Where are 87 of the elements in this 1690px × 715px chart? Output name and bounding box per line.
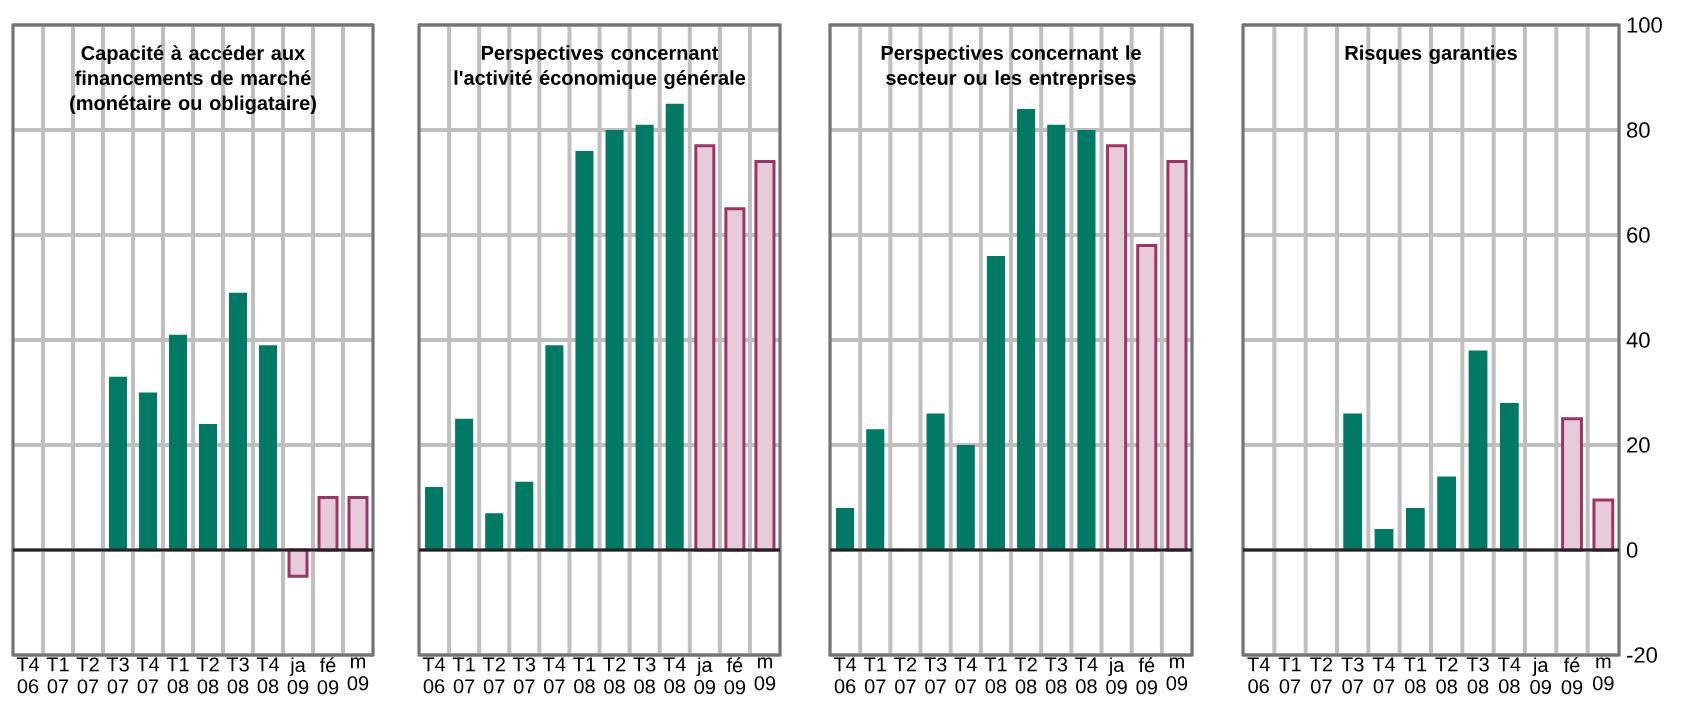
bar xyxy=(1437,476,1457,550)
bar xyxy=(229,292,248,550)
x-tick-label: T3 08 xyxy=(1045,657,1068,694)
x-tick-label: T2 08 xyxy=(1014,657,1037,694)
bar xyxy=(866,429,885,550)
x-tick-label: T1 07 xyxy=(46,657,69,694)
x-tick-label: fé 09 xyxy=(724,657,746,695)
bar xyxy=(169,334,188,550)
x-tick-label: T3 08 xyxy=(226,657,249,694)
x-tick-label: T3 07 xyxy=(106,657,129,694)
bar xyxy=(635,124,654,550)
bar xyxy=(1047,124,1066,550)
bar xyxy=(1017,108,1036,550)
x-tick-label: T1 08 xyxy=(984,657,1007,694)
x-tick-label: fé 09 xyxy=(1136,657,1157,695)
bar xyxy=(1343,413,1363,550)
text: Perspectives concernant l'activité économique générale xyxy=(454,45,746,89)
bar xyxy=(605,129,624,550)
y-tick-label: 60 xyxy=(1627,227,1650,243)
x-tick-label: T1 08 xyxy=(573,657,596,694)
bar xyxy=(575,150,594,550)
x-tick-label: T2 08 xyxy=(1435,657,1458,694)
x-tick-label: m 09 xyxy=(347,657,369,691)
y-tick-label: 100 xyxy=(1627,17,1662,33)
bar xyxy=(139,392,158,550)
x-tick-label: T4 06 xyxy=(422,657,446,694)
text: Perspectives concernant le secteur ou les entreprises xyxy=(881,45,1141,89)
bar xyxy=(1499,402,1519,550)
x-tick-label: T4 08 xyxy=(256,657,280,694)
text: Capacité à accéder aux financements de marché (monétaire ou obligataire) xyxy=(70,45,316,115)
x-tick-label: T2 07 xyxy=(1310,657,1333,694)
x-tick-label: T4 06 xyxy=(833,657,857,694)
y-tick-label: 0 xyxy=(1626,542,1638,558)
x-tick-label: T2 08 xyxy=(603,657,626,694)
bar xyxy=(485,513,504,550)
x-tick-label: T1 07 xyxy=(452,657,475,694)
bar xyxy=(109,376,128,550)
bar xyxy=(665,103,684,550)
x-tick-label: T4 08 xyxy=(1075,657,1098,694)
x-tick-label: T2 08 xyxy=(196,657,219,694)
x-tick-label: T4 07 xyxy=(954,657,977,694)
y-tick-label: 80 xyxy=(1627,122,1650,138)
bar xyxy=(926,413,945,550)
bar xyxy=(545,345,564,550)
bar xyxy=(956,444,975,550)
x-tick-label: T4 07 xyxy=(136,657,160,694)
x-tick-label: T2 07 xyxy=(76,657,99,694)
bar xyxy=(1468,350,1488,550)
x-tick-label: m 09 xyxy=(1593,657,1614,691)
x-tick-label: T3 08 xyxy=(633,657,656,694)
bar xyxy=(515,481,534,550)
bar xyxy=(425,486,444,550)
y-tick-label: -20 xyxy=(1627,647,1657,663)
x-tick-label: T4 06 xyxy=(16,657,40,694)
x-tick-label: ja 09 xyxy=(1106,657,1127,695)
x-tick-label: T1 08 xyxy=(166,657,189,694)
x-tick-label: T1 08 xyxy=(1404,657,1427,694)
x-tick-label: T3 07 xyxy=(513,657,536,694)
x-tick-label: ja 09 xyxy=(694,657,715,695)
x-tick-label: m 09 xyxy=(754,657,776,691)
bar xyxy=(259,345,278,550)
text: Risques garanties xyxy=(1345,45,1517,64)
x-tick-label: ja 09 xyxy=(1530,657,1551,695)
bar xyxy=(836,507,855,550)
x-tick-label: fé 09 xyxy=(317,657,339,695)
x-tick-label: T3 08 xyxy=(1466,657,1489,694)
x-tick-label: T4 08 xyxy=(1498,657,1521,694)
x-tick-label: T1 07 xyxy=(864,657,886,694)
x-tick-label: fé 09 xyxy=(1561,657,1583,695)
x-tick-label: T4 06 xyxy=(1247,657,1270,694)
x-tick-label: T4 07 xyxy=(1372,657,1396,694)
x-tick-label: m 09 xyxy=(1166,657,1188,691)
x-tick-label: T4 08 xyxy=(663,657,686,694)
x-tick-label: T4 07 xyxy=(543,657,566,694)
bar xyxy=(1077,129,1096,550)
bar xyxy=(455,418,474,550)
x-tick-label: T3 07 xyxy=(924,657,947,694)
bar xyxy=(986,255,1005,550)
bar xyxy=(199,423,218,550)
y-tick-label: 20 xyxy=(1627,437,1650,453)
x-tick-label: T1 07 xyxy=(1278,657,1301,694)
y-tick-label: 40 xyxy=(1626,332,1650,348)
x-tick-label: T3 07 xyxy=(1341,657,1364,694)
x-tick-label: T2 07 xyxy=(482,657,505,694)
bar xyxy=(1405,507,1425,550)
x-tick-label: ja 09 xyxy=(287,657,309,695)
x-tick-label: T2 07 xyxy=(894,657,917,694)
